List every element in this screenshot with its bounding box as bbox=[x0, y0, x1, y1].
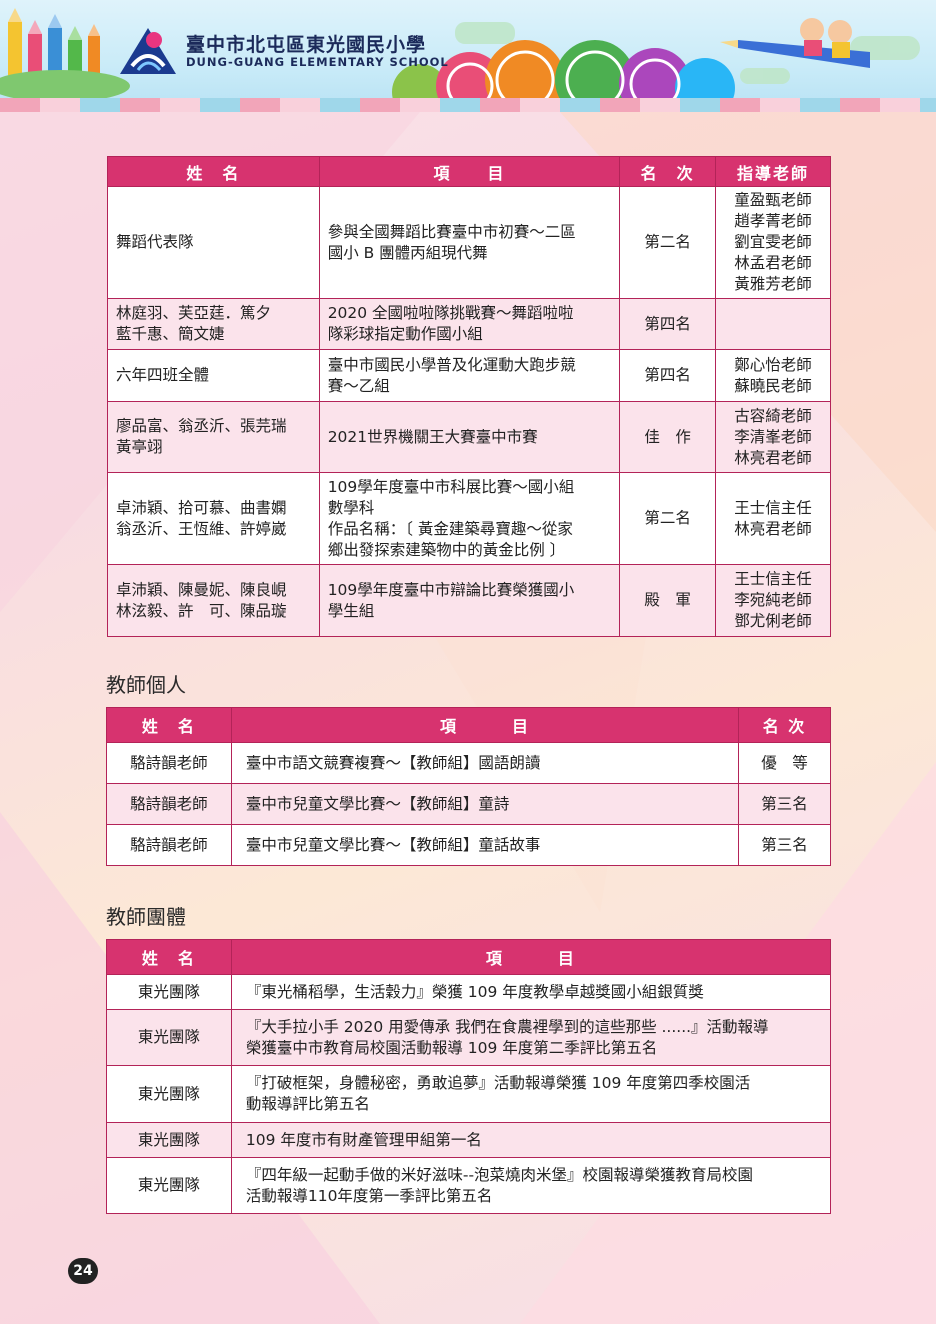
table-row: 東光團隊 『東光桶稻學，生活穀力』榮獲 109 年度教學卓越獎國小組銀質獎 bbox=[106, 974, 832, 1010]
cell-name: 卓沛穎、陳曼妮、陳良峴 林泫毅、許 可、陳品璇 bbox=[107, 564, 320, 637]
cell-item: 『大手拉小手 2020 用愛傳承 我們在食農裡學到的這些那些 ......』活動… bbox=[230, 1009, 832, 1066]
cell-name: 林庭羽、芙亞莛．篤夕 藍千惠、簡文婕 bbox=[107, 298, 320, 350]
cell-item: 臺中市兒童文學比賽～【教師組】童話故事 bbox=[230, 824, 740, 866]
cell-teachers: 童盈甄老師 趙孝菁老師 劉宜雯老師 林孟君老師 黃雅芳老師 bbox=[715, 186, 831, 299]
cell-item: 『四年級一起動手做的米好滋味--泡菜燒肉米堡』校園報導榮獲教育局校園 活動報導11… bbox=[230, 1157, 832, 1214]
table-header-row: 姓 名 項 目 bbox=[106, 939, 832, 975]
column-header-teachers: 指導老師 bbox=[715, 156, 831, 187]
cell-item: 109 年度市有財產管理甲組第一名 bbox=[230, 1122, 832, 1158]
cell-name: 駱詩韻老師 bbox=[106, 783, 232, 825]
column-header-item: 項 目 bbox=[230, 707, 740, 743]
cell-item: 109學年度臺中市科展比賽～國小組 數學科 作品名稱：〔 黃金建築尋寶趣～從家 鄉出發… bbox=[318, 472, 621, 565]
table-row: 東光團隊 『打破框架，身體秘密，勇敢追夢』活動報導榮獲 109 年度第四季校園活… bbox=[106, 1065, 832, 1123]
cell-name: 舞蹈代表隊 bbox=[107, 186, 320, 299]
cell-name: 六年四班全體 bbox=[107, 349, 320, 402]
table-row: 駱詩韻老師 臺中市兒童文學比賽～【教師組】童詩 第三名 bbox=[106, 783, 831, 825]
cloud-icon bbox=[455, 22, 920, 84]
cell-rank: 第四名 bbox=[619, 298, 717, 350]
cell-teachers: 王士信主任 李宛純老師 鄧尤俐老師 bbox=[715, 564, 831, 637]
cell-name: 廖品富、翁丞沂、張芫瑞 黃亭翊 bbox=[107, 401, 320, 473]
page-number: 24 bbox=[68, 1258, 98, 1284]
cell-teachers bbox=[715, 298, 831, 350]
school-logo-icon bbox=[120, 28, 176, 74]
cell-item: 『打破框架，身體秘密，勇敢追夢』活動報導榮獲 109 年度第四季校園活 動報導評比… bbox=[230, 1065, 832, 1123]
page-header: 臺中市北屯區東光國民小學 DUNG-GUANG ELEMENTARY SCHOO… bbox=[0, 0, 936, 112]
table-row: 東光團隊 『四年級一起動手做的米好滋味--泡菜燒肉米堡』校園報導榮獲教育局校園活… bbox=[106, 1157, 832, 1214]
cell-name: 東光團隊 bbox=[106, 1157, 232, 1214]
column-header-name: 姓 名 bbox=[107, 156, 320, 187]
header-stripe bbox=[0, 98, 936, 112]
school-name-english: DUNG-GUANG ELEMENTARY SCHOOL bbox=[186, 55, 449, 69]
cell-name: 駱詩韻老師 bbox=[106, 824, 232, 866]
cell-item: 臺中市語文競賽複賽～【教師組】國語朗讀 bbox=[230, 742, 740, 784]
cell-name: 東光團隊 bbox=[106, 974, 232, 1010]
column-header-item: 項 目 bbox=[318, 156, 621, 187]
cell-item: 參與全國舞蹈比賽臺中市初賽～二區 國小 B 團體丙組現代舞 bbox=[318, 186, 621, 299]
cell-item: 臺中市國民小學普及化運動大跑步競 賽～乙組 bbox=[318, 349, 621, 402]
cell-rank: 優 等 bbox=[738, 742, 831, 784]
table-row: 六年四班全體 臺中市國民小學普及化運動大跑步競 賽～乙組 第四名 鄭心怡老師 蘇曉民… bbox=[107, 349, 831, 402]
cell-item: 『東光桶稻學，生活穀力』榮獲 109 年度教學卓越獎國小組銀質獎 bbox=[230, 974, 832, 1010]
table-row: 東光團隊 109 年度市有財產管理甲組第一名 bbox=[106, 1122, 832, 1158]
column-header-item: 項 目 bbox=[230, 939, 832, 975]
table-row: 駱詩韻老師 臺中市語文競賽複賽～【教師組】國語朗讀 優 等 bbox=[106, 742, 831, 784]
flying-pencil-icon bbox=[720, 18, 870, 68]
cell-rank: 第二名 bbox=[619, 472, 717, 565]
teacher-group-table: 姓 名 項 目 東光團隊 『東光桶稻學，生活穀力』榮獲 109 年度教學卓越獎國… bbox=[106, 939, 832, 1214]
column-header-name: 姓 名 bbox=[106, 939, 232, 975]
table-row: 廖品富、翁丞沂、張芫瑞 黃亭翊 2021世界機關王大賽臺中市賽 佳 作 古容綺老師… bbox=[107, 401, 831, 473]
column-header-rank: 名 次 bbox=[738, 707, 831, 743]
cell-name: 東光團隊 bbox=[106, 1009, 232, 1066]
table-row: 東光團隊 『大手拉小手 2020 用愛傳承 我們在食農裡學到的這些那些 ....… bbox=[106, 1009, 832, 1066]
cell-teachers: 鄭心怡老師 蘇曉民老師 bbox=[715, 349, 831, 402]
cell-rank: 殿 軍 bbox=[619, 564, 717, 637]
cell-rank: 第四名 bbox=[619, 349, 717, 402]
cell-item: 2020 全國啦啦隊挑戰賽～舞蹈啦啦 隊彩球指定動作國小組 bbox=[318, 298, 621, 350]
table-row: 卓沛穎、拾可慕、曲書嫻 翁丞沂、王恆維、許婷崴 109學年度臺中市科展比賽～國小組… bbox=[107, 472, 831, 565]
section-title-teacher-individual: 教師個人 bbox=[106, 673, 186, 697]
cell-rank: 第三名 bbox=[738, 783, 831, 825]
cell-item: 109學年度臺中市辯論比賽榮獲國小 學生組 bbox=[318, 564, 621, 637]
cell-teachers: 王士信主任 林亮君老師 bbox=[715, 472, 831, 565]
table-row: 舞蹈代表隊 參與全國舞蹈比賽臺中市初賽～二區 國小 B 團體丙組現代舞 第二名 童… bbox=[107, 186, 831, 299]
section-title-teacher-group: 教師團體 bbox=[106, 905, 186, 929]
table-header-row: 姓 名 項 目 名 次 bbox=[106, 707, 831, 743]
table-row: 卓沛穎、陳曼妮、陳良峴 林泫毅、許 可、陳品璇 109學年度臺中市辯論比賽榮獲國小… bbox=[107, 564, 831, 637]
cell-name: 東光團隊 bbox=[106, 1065, 232, 1123]
school-name: 臺中市北屯區東光國民小學 bbox=[186, 34, 427, 56]
cell-name: 東光團隊 bbox=[106, 1122, 232, 1158]
cell-rank: 第二名 bbox=[619, 186, 717, 299]
teacher-individual-table: 姓 名 項 目 名 次 駱詩韻老師 臺中市語文競賽複賽～【教師組】國語朗讀 優 … bbox=[106, 707, 831, 866]
table-row: 林庭羽、芙亞莛．篤夕 藍千惠、簡文婕 2020 全國啦啦隊挑戰賽～舞蹈啦啦 隊彩球指… bbox=[107, 298, 831, 350]
student-awards-table: 姓 名 項 目 名 次 指導老師 舞蹈代表隊 參與全國舞蹈比賽臺中市初賽～二區國… bbox=[107, 156, 831, 637]
cell-item: 臺中市兒童文學比賽～【教師組】童詩 bbox=[230, 783, 740, 825]
cell-rank: 佳 作 bbox=[619, 401, 717, 473]
cell-item: 2021世界機關王大賽臺中市賽 bbox=[318, 401, 621, 473]
cell-name: 卓沛穎、拾可慕、曲書嫻 翁丞沂、王恆維、許婷崴 bbox=[107, 472, 320, 565]
table-header-row: 姓 名 項 目 名 次 指導老師 bbox=[107, 156, 831, 187]
column-header-name: 姓 名 bbox=[106, 707, 232, 743]
cell-teachers: 古容綺老師 李清峯老師 林亮君老師 bbox=[715, 401, 831, 473]
column-header-rank: 名 次 bbox=[619, 156, 717, 187]
table-row: 駱詩韻老師 臺中市兒童文學比賽～【教師組】童話故事 第三名 bbox=[106, 824, 831, 866]
cell-rank: 第三名 bbox=[738, 824, 831, 866]
pencils-icon bbox=[8, 8, 100, 84]
cell-name: 駱詩韻老師 bbox=[106, 742, 232, 784]
